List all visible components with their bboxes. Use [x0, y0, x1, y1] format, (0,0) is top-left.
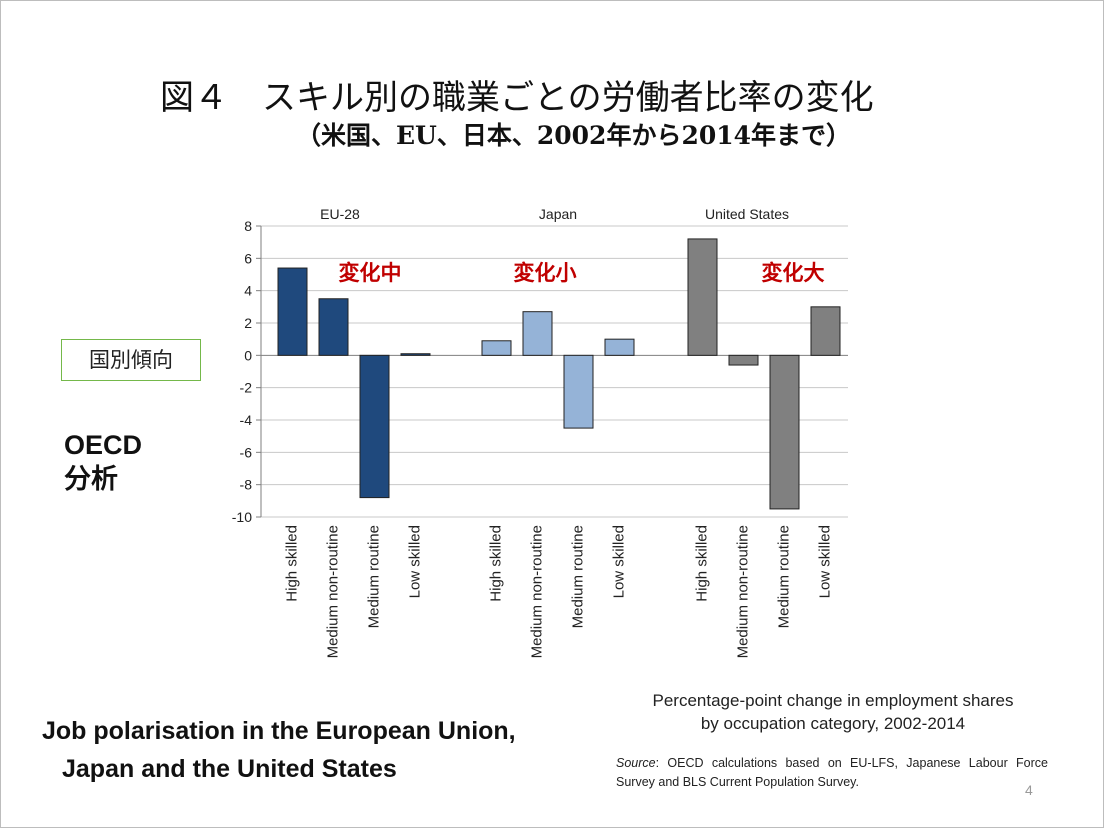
y-tick-label: -8 [240, 477, 253, 493]
category-label: Medium routine [570, 525, 587, 628]
bar [318, 298, 349, 356]
bar [400, 353, 431, 356]
category-label: High skilled [694, 525, 711, 602]
category-label: Medium non-routine [325, 525, 342, 658]
y-tick-label: 6 [244, 250, 252, 266]
chart-caption: Percentage-point change in employment sh… [608, 689, 1058, 735]
bar [687, 238, 718, 356]
bar [728, 354, 759, 366]
bar [359, 354, 390, 499]
category-label: High skilled [488, 525, 505, 602]
bar [481, 340, 512, 356]
page-number: 4 [1025, 782, 1033, 798]
category-label: Low skilled [817, 525, 834, 598]
category-label: Medium non-routine [735, 525, 752, 658]
category-label: Medium non-routine [529, 525, 546, 658]
bar [810, 306, 841, 356]
y-tick-label: -4 [240, 412, 253, 428]
source-label: Source [616, 756, 656, 770]
category-label: Medium routine [366, 525, 383, 628]
category-label: Low skilled [407, 525, 424, 598]
english-title-line1: Job polarisation in the European Union, [42, 717, 516, 745]
english-title-line2: Japan and the United States [62, 755, 397, 783]
bar [277, 267, 308, 356]
oecd-label-line1: OECD [64, 430, 143, 460]
slide-title: 図４ スキル別の職業ごとの労働者比率の変化 [160, 78, 874, 118]
group-label: EU-28 [320, 206, 360, 222]
y-tick-label: 8 [244, 218, 252, 234]
bar [563, 354, 594, 429]
y-tick-label: -6 [240, 444, 253, 460]
country-trend-box: 国別傾向 [61, 339, 201, 381]
change-annotation: 変化大 [762, 261, 825, 285]
slide-subtitle: （米国、EU、日本、2002年から2014年まで） [296, 121, 852, 150]
y-tick-label: 4 [244, 283, 252, 299]
bar [769, 354, 800, 510]
source-note: Source: OECD calculations based on EU-LF… [616, 754, 1048, 792]
source-text: : OECD calculations based on EU-LFS, Jap… [616, 756, 1048, 789]
y-tick-label: -2 [240, 380, 253, 396]
bar [604, 338, 635, 356]
group-label: Japan [539, 206, 577, 222]
bar [522, 311, 553, 356]
y-tick-label: -10 [232, 509, 252, 525]
change-annotation: 変化中 [339, 261, 402, 285]
group-label: United States [705, 206, 789, 222]
oecd-label-line2: 分析 [64, 464, 118, 494]
change-annotation: 変化小 [514, 261, 577, 285]
english-title: Job polarisation in the European Union, … [42, 712, 516, 788]
category-label: High skilled [284, 525, 301, 602]
oecd-analysis-label: OECD 分析 [64, 428, 142, 496]
category-label: Medium routine [776, 525, 793, 628]
y-tick-label: 0 [244, 347, 252, 363]
caption-line1: Percentage-point change in employment sh… [652, 691, 1014, 710]
caption-line2: by occupation category, 2002-2014 [700, 714, 966, 733]
y-tick-label: 2 [244, 315, 252, 331]
category-label: Low skilled [611, 525, 628, 598]
